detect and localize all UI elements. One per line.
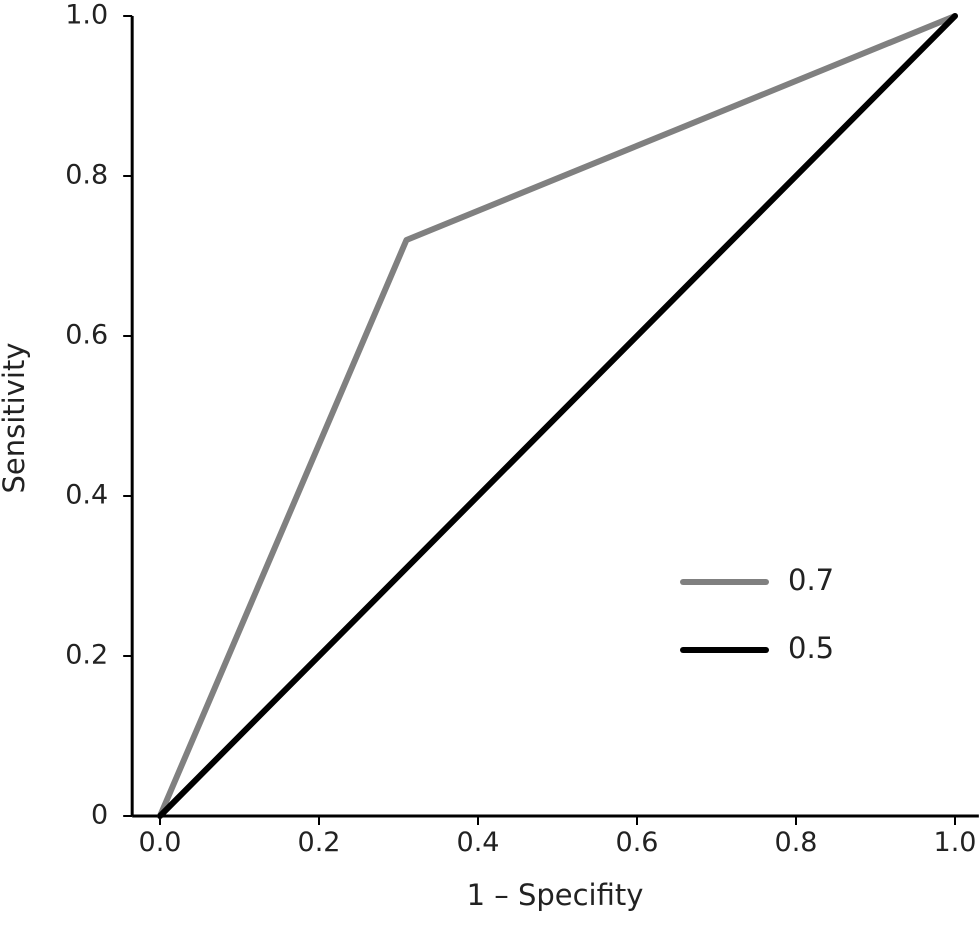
x-axis-title: 1 – Specifity bbox=[467, 878, 644, 912]
legend-label-0.7: 0.7 bbox=[788, 563, 834, 597]
x-tick-label: 0.2 bbox=[298, 827, 341, 858]
y-tick-label: 0.8 bbox=[65, 160, 108, 191]
legend: 0.7 0.5 bbox=[680, 563, 834, 665]
x-tick-label: 1.0 bbox=[934, 827, 977, 858]
x-tick-label: 0.0 bbox=[139, 827, 182, 858]
x-tick-label: 0.6 bbox=[616, 827, 659, 858]
y-tick-label: 0 bbox=[91, 800, 108, 831]
axes: 0.0 0.2 0.4 0.6 0.8 1.0 0 0.2 0.4 0.6 0.8 1.0 bbox=[65, 0, 979, 858]
y-tick-label: 0.2 bbox=[65, 640, 108, 671]
y-axis-title: Sensitivity bbox=[0, 343, 31, 494]
series-line-0.5 bbox=[157, 13, 958, 819]
y-tick-label: 1.0 bbox=[65, 0, 108, 31]
x-tick-label: 0.4 bbox=[457, 827, 500, 858]
y-tick-label: 0.4 bbox=[65, 480, 108, 511]
legend-label-0.5: 0.5 bbox=[788, 631, 834, 665]
series-line-0.7 bbox=[157, 13, 958, 819]
series-layer bbox=[157, 13, 958, 819]
y-tick-label: 0.6 bbox=[65, 320, 108, 351]
x-tick-label: 0.8 bbox=[775, 827, 818, 858]
